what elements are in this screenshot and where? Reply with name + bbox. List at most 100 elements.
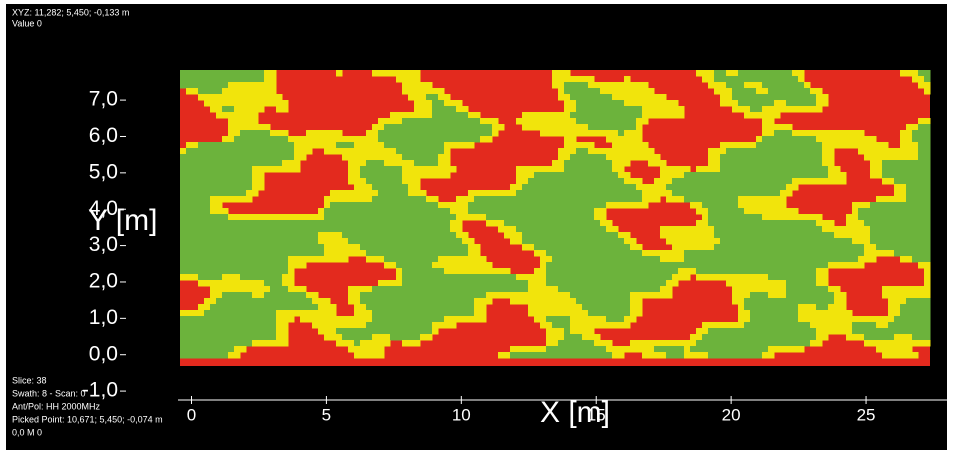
map-cell	[816, 160, 823, 167]
map-cell	[402, 256, 409, 263]
map-cell	[450, 226, 457, 233]
map-cell	[858, 262, 865, 269]
map-cell	[678, 178, 685, 185]
map-cell	[804, 166, 811, 173]
map-cell	[786, 154, 793, 161]
map-cell	[258, 280, 265, 287]
map-cell	[222, 256, 229, 263]
map-cell	[582, 298, 589, 305]
map-cell	[804, 256, 811, 263]
map-cell	[594, 202, 601, 209]
map-cell	[210, 220, 217, 227]
map-cell	[744, 166, 751, 173]
map-cell	[282, 226, 289, 233]
map-cell	[522, 208, 529, 215]
map-cell	[384, 310, 391, 317]
map-cell	[516, 292, 523, 299]
map-cell	[648, 94, 655, 101]
map-cell	[918, 244, 925, 251]
map-cell	[528, 172, 535, 179]
map-cell	[744, 106, 751, 113]
map-cell	[276, 100, 283, 107]
map-cell	[648, 268, 655, 275]
map-cell	[564, 268, 571, 275]
map-cell	[330, 202, 337, 209]
map-cell	[216, 250, 223, 257]
map-cell	[876, 166, 883, 173]
map-cell	[240, 286, 247, 293]
map-cell	[666, 190, 673, 197]
map-cell	[684, 238, 691, 245]
map-cell	[618, 190, 625, 197]
map-cell	[318, 244, 325, 251]
map-cell	[510, 274, 517, 281]
map-cell	[588, 280, 595, 287]
map-cell	[906, 310, 913, 317]
map-cell	[306, 250, 313, 257]
map-cell	[564, 346, 571, 353]
map-cell	[234, 124, 241, 131]
map-cell	[462, 208, 469, 215]
map-cell	[210, 322, 217, 329]
map-cell	[780, 310, 787, 317]
map-cell	[588, 274, 595, 281]
map-cell	[696, 268, 703, 275]
map-cell	[726, 268, 733, 275]
map-cell	[444, 238, 451, 245]
map-cell	[258, 76, 265, 83]
map-cell	[606, 184, 613, 191]
map-cell	[414, 316, 421, 323]
map-cell	[516, 118, 523, 125]
map-cell	[300, 262, 307, 269]
map-cell	[912, 322, 919, 329]
map-cell	[630, 178, 637, 185]
map-cell	[756, 328, 763, 335]
map-cell	[876, 316, 883, 323]
map-cell	[732, 244, 739, 251]
map-cell	[750, 232, 757, 239]
map-cell	[204, 298, 211, 305]
map-cell	[846, 310, 853, 317]
map-cell	[636, 196, 643, 203]
map-cell	[804, 214, 811, 221]
map-cell	[258, 292, 265, 299]
map-cell	[858, 208, 865, 215]
map-cell	[906, 340, 913, 347]
map-cell	[246, 190, 253, 197]
map-cell	[450, 136, 457, 143]
map-cell	[336, 214, 343, 221]
map-cell	[414, 154, 421, 161]
map-cell	[672, 112, 679, 119]
map-cell	[222, 136, 229, 143]
map-cell	[858, 334, 865, 341]
map-cell	[630, 310, 637, 317]
map-cell	[648, 292, 655, 299]
map-cell	[276, 106, 283, 113]
map-cell	[390, 262, 397, 269]
map-cell	[468, 274, 475, 281]
map-cell	[774, 82, 781, 89]
map-cell	[774, 166, 781, 173]
map-cell	[510, 238, 517, 245]
map-cell	[756, 76, 763, 83]
map-cell	[762, 160, 769, 167]
map-cell	[696, 178, 703, 185]
map-cell	[918, 184, 925, 191]
map-cell	[558, 208, 565, 215]
y-tick-label: 7,0	[89, 88, 118, 111]
map-cell	[240, 100, 247, 107]
map-cell	[840, 226, 847, 233]
map-cell	[246, 268, 253, 275]
map-cell	[762, 100, 769, 107]
map-cell	[462, 118, 469, 125]
map-cell	[600, 124, 607, 131]
map-cell	[900, 316, 907, 323]
map-cell	[348, 238, 355, 245]
map-cell	[900, 226, 907, 233]
map-cell	[894, 196, 901, 203]
map-cell	[774, 310, 781, 317]
map-cell	[384, 118, 391, 125]
map-cell	[588, 172, 595, 179]
map-cell	[894, 238, 901, 245]
map-cell	[786, 226, 793, 233]
